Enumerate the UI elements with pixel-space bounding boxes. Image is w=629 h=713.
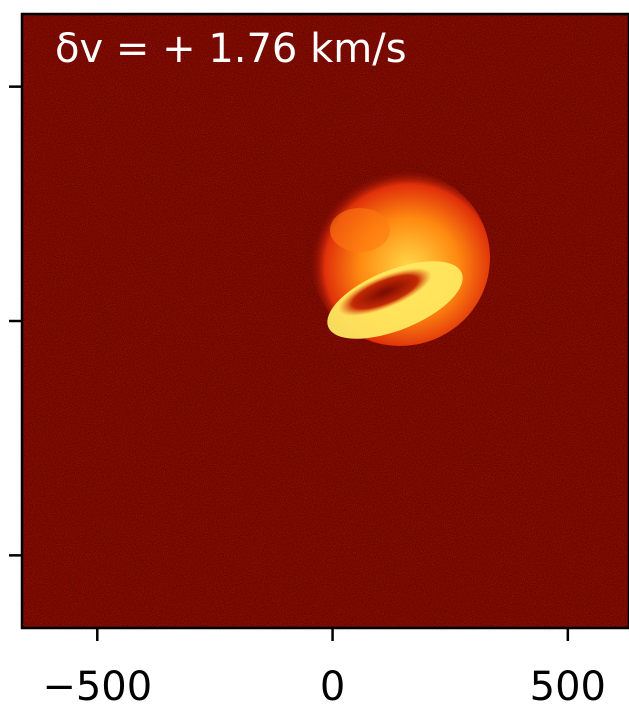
x-tick-label: 500 <box>530 664 606 710</box>
x-tick-label: −500 <box>42 664 152 710</box>
emission-lobe <box>330 208 390 252</box>
noise <box>22 14 629 628</box>
image-plot <box>22 14 629 628</box>
x-tick-label: 0 <box>320 664 345 710</box>
emission-hole <box>338 268 432 316</box>
annotation: δv = + 1.76 km/s <box>55 26 407 72</box>
